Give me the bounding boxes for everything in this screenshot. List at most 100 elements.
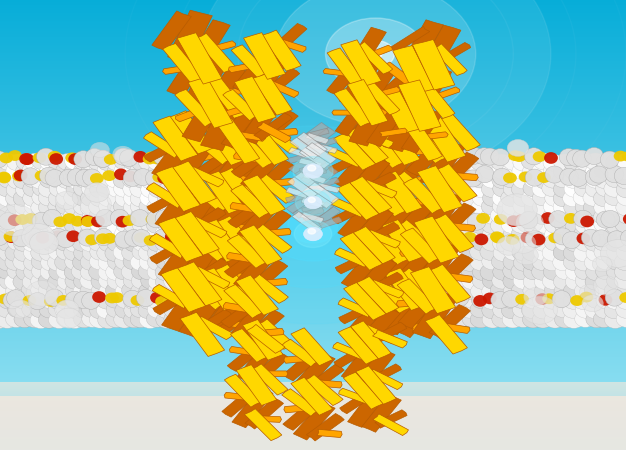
- Ellipse shape: [493, 168, 511, 185]
- Polygon shape: [224, 392, 249, 400]
- Polygon shape: [203, 171, 245, 214]
- Ellipse shape: [525, 148, 543, 165]
- Ellipse shape: [80, 192, 111, 217]
- Ellipse shape: [552, 291, 571, 308]
- Ellipse shape: [0, 226, 10, 243]
- Ellipse shape: [7, 198, 28, 215]
- Ellipse shape: [24, 311, 45, 328]
- Polygon shape: [334, 248, 370, 267]
- Ellipse shape: [164, 154, 185, 171]
- Ellipse shape: [123, 169, 142, 186]
- Ellipse shape: [461, 283, 482, 299]
- Ellipse shape: [107, 235, 128, 252]
- Polygon shape: [340, 233, 382, 270]
- Ellipse shape: [0, 153, 13, 163]
- Ellipse shape: [522, 244, 543, 261]
- Ellipse shape: [472, 234, 493, 251]
- Polygon shape: [398, 80, 441, 131]
- Ellipse shape: [80, 216, 101, 233]
- Ellipse shape: [507, 140, 529, 157]
- Ellipse shape: [462, 292, 483, 308]
- Ellipse shape: [71, 263, 93, 280]
- Polygon shape: [298, 122, 329, 144]
- Ellipse shape: [47, 208, 68, 225]
- Ellipse shape: [593, 208, 615, 225]
- Ellipse shape: [481, 234, 503, 251]
- Ellipse shape: [56, 198, 77, 215]
- Ellipse shape: [501, 292, 522, 309]
- Ellipse shape: [511, 282, 533, 299]
- Ellipse shape: [471, 154, 492, 171]
- Ellipse shape: [33, 212, 51, 229]
- Ellipse shape: [481, 171, 503, 188]
- Circle shape: [308, 229, 316, 234]
- Ellipse shape: [522, 296, 558, 324]
- Polygon shape: [302, 187, 333, 208]
- Polygon shape: [231, 184, 271, 218]
- Ellipse shape: [493, 226, 514, 243]
- Polygon shape: [172, 161, 217, 205]
- Polygon shape: [338, 201, 379, 239]
- Ellipse shape: [481, 207, 502, 224]
- Polygon shape: [404, 177, 445, 214]
- Ellipse shape: [163, 163, 185, 180]
- Ellipse shape: [23, 295, 36, 306]
- Polygon shape: [398, 290, 441, 328]
- Ellipse shape: [21, 168, 40, 185]
- Ellipse shape: [130, 210, 149, 227]
- Ellipse shape: [512, 151, 526, 162]
- Ellipse shape: [116, 292, 137, 309]
- Polygon shape: [401, 20, 444, 69]
- Ellipse shape: [525, 169, 544, 186]
- Polygon shape: [292, 197, 324, 218]
- Ellipse shape: [98, 272, 120, 289]
- Ellipse shape: [154, 229, 173, 246]
- Circle shape: [175, 126, 451, 324]
- Ellipse shape: [0, 171, 20, 188]
- Ellipse shape: [439, 292, 461, 309]
- Ellipse shape: [0, 245, 20, 261]
- Ellipse shape: [146, 292, 168, 309]
- Polygon shape: [362, 81, 400, 115]
- Polygon shape: [407, 126, 448, 163]
- Ellipse shape: [165, 231, 178, 243]
- Ellipse shape: [81, 292, 100, 309]
- Ellipse shape: [8, 234, 29, 251]
- Ellipse shape: [78, 229, 97, 246]
- Ellipse shape: [0, 180, 12, 197]
- Ellipse shape: [123, 153, 144, 170]
- Ellipse shape: [57, 273, 78, 290]
- Ellipse shape: [503, 243, 525, 261]
- Polygon shape: [254, 113, 292, 141]
- Ellipse shape: [515, 246, 538, 265]
- Ellipse shape: [23, 180, 44, 197]
- Ellipse shape: [542, 293, 556, 304]
- Ellipse shape: [156, 172, 177, 189]
- Ellipse shape: [98, 254, 120, 271]
- Ellipse shape: [141, 272, 162, 289]
- Ellipse shape: [24, 254, 45, 271]
- Polygon shape: [257, 416, 282, 423]
- Ellipse shape: [31, 225, 52, 242]
- Polygon shape: [425, 315, 468, 354]
- Ellipse shape: [503, 153, 525, 170]
- Polygon shape: [376, 195, 419, 238]
- Ellipse shape: [564, 163, 585, 180]
- Ellipse shape: [523, 180, 544, 197]
- Ellipse shape: [62, 213, 76, 224]
- Ellipse shape: [113, 146, 133, 162]
- Ellipse shape: [577, 233, 590, 244]
- Ellipse shape: [453, 150, 471, 167]
- Ellipse shape: [90, 207, 111, 224]
- Bar: [0, 396, 626, 450]
- Ellipse shape: [99, 235, 120, 252]
- Ellipse shape: [56, 243, 78, 260]
- Ellipse shape: [88, 234, 110, 251]
- Ellipse shape: [491, 233, 505, 243]
- Ellipse shape: [439, 163, 461, 180]
- Ellipse shape: [57, 172, 78, 189]
- Polygon shape: [198, 268, 240, 310]
- Ellipse shape: [48, 162, 69, 179]
- Ellipse shape: [594, 216, 615, 233]
- Polygon shape: [394, 253, 435, 289]
